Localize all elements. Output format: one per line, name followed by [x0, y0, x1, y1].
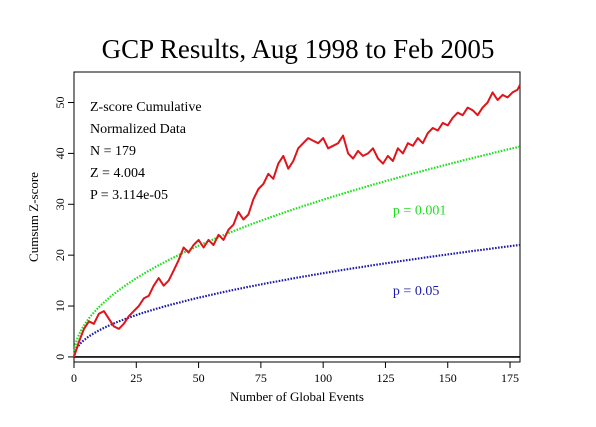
x-tick-label: 125 [376, 371, 394, 385]
x-tick-label: 25 [130, 371, 142, 385]
series-cumsum-z-score [73, 84, 521, 358]
x-tick-label: 0 [71, 371, 77, 385]
y-tick-label: 40 [53, 147, 67, 159]
chart-title: GCP Results, Aug 1998 to Feb 2005 [102, 34, 495, 64]
y-tick-label: 50 [53, 97, 67, 109]
stats-block: Z-score Cumulative Normalized Data N = 1… [90, 100, 202, 203]
x-tick-label: 50 [193, 371, 205, 385]
stat-title: Z-score Cumulative [90, 100, 202, 115]
x-axis: 0 25 50 75 100 125 150 175 [71, 362, 519, 385]
series-annotation: p = 0.001 [393, 203, 446, 218]
series-layer [72, 84, 521, 358]
x-tick-label: 175 [501, 371, 519, 385]
y-tick-label: 0 [53, 354, 67, 360]
y-tick-label: 20 [53, 249, 67, 261]
x-axis-label: Number of Global Events [230, 389, 364, 404]
y-axis: 0 10 20 30 40 50 [53, 97, 74, 360]
series-p-0-001 [72, 145, 521, 358]
x-tick-label: 75 [255, 371, 267, 385]
stat-p: P = 3.114e-05 [90, 188, 168, 203]
y-axis-label: Cumsum Z-score [26, 172, 41, 262]
series-annotation: p = 0.05 [393, 284, 439, 299]
x-tick-label: 100 [314, 371, 332, 385]
x-tick-label: 150 [439, 371, 457, 385]
stat-normalization: Normalized Data [90, 122, 187, 137]
stat-n: N = 179 [90, 144, 136, 159]
series-p-0-05 [72, 243, 521, 358]
stat-z: Z = 4.004 [90, 166, 145, 181]
y-tick-label: 10 [53, 300, 67, 312]
plot-frame [73, 71, 521, 363]
y-tick-label: 30 [53, 198, 67, 210]
annotation-layer: p = 0.001 p = 0.05 [393, 203, 446, 298]
